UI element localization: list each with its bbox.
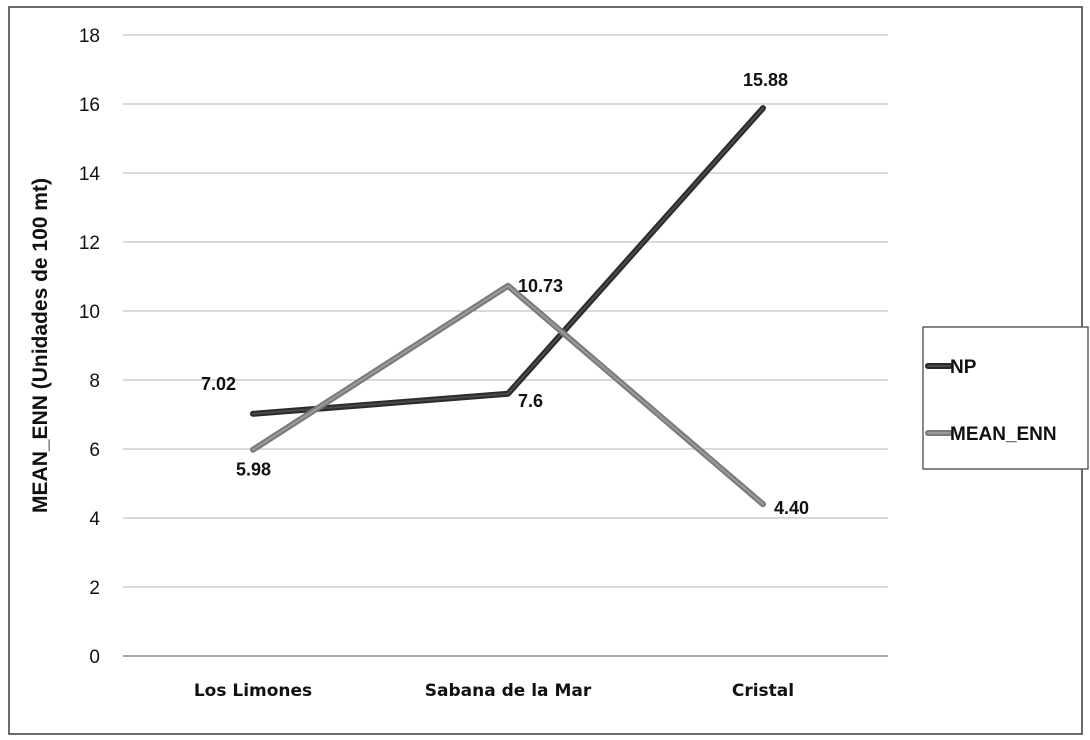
series-line-highlight xyxy=(252,107,764,415)
y-tick-label: 6 xyxy=(89,440,100,461)
y-tick-label: 12 xyxy=(79,233,100,254)
y-tick-label: 8 xyxy=(89,371,100,392)
x-category-label: Los Limones xyxy=(194,681,312,701)
data-label: 15.88 xyxy=(743,70,788,90)
legend-box xyxy=(922,326,1089,470)
x-axis-categories: Los Limones Sabana de la Mar Cristal xyxy=(194,681,794,701)
legend: NP MEAN_ENN xyxy=(922,326,1089,470)
y-tick-label: 14 xyxy=(79,164,101,185)
x-category-label: Sabana de la Mar xyxy=(425,681,592,701)
x-category-label: Cristal xyxy=(732,681,794,701)
y-axis-ticks: 0 2 4 6 8 10 12 14 16 18 xyxy=(79,26,101,668)
y-tick-label: 16 xyxy=(79,95,100,116)
y-tick-label: 18 xyxy=(79,26,100,47)
y-tick-label: 4 xyxy=(89,509,100,530)
legend-item: MEAN_ENN xyxy=(925,424,1057,445)
y-tick-label: 10 xyxy=(79,302,100,323)
legend-label: MEAN_ENN xyxy=(950,424,1057,445)
data-label: 5.98 xyxy=(236,460,271,480)
series-mean-enn xyxy=(250,282,766,508)
y-tick-label: 2 xyxy=(89,578,100,599)
series-lines xyxy=(250,105,766,508)
y-axis-label: MEAN_ENN (Unidades de 100 mt) xyxy=(29,178,52,513)
data-label: 7.6 xyxy=(518,391,543,411)
data-label: 4.40 xyxy=(774,498,809,518)
legend-item: NP xyxy=(925,357,977,378)
series-line-highlight xyxy=(252,284,764,506)
data-label: 7.02 xyxy=(201,374,236,394)
chart-border xyxy=(8,6,1083,735)
data-labels: 7.02 7.6 15.88 5.98 10.73 4.40 xyxy=(201,70,809,518)
y-tick-label: 0 xyxy=(89,647,100,668)
data-label: 10.73 xyxy=(518,276,563,296)
series-np xyxy=(250,105,766,417)
legend-label: NP xyxy=(950,357,977,378)
